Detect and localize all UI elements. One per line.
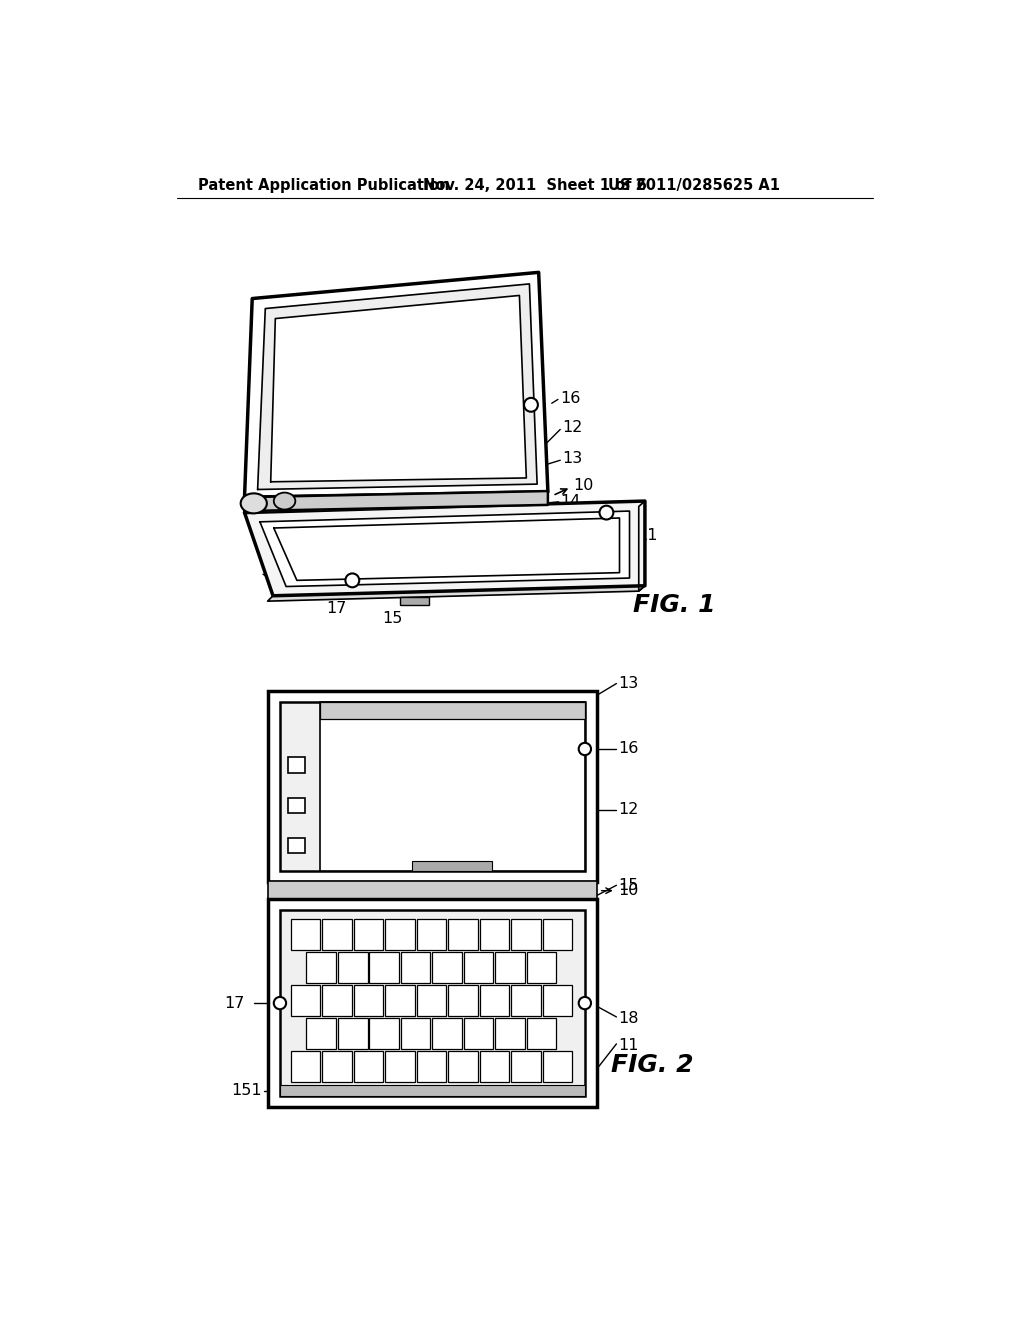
Circle shape bbox=[599, 506, 613, 520]
Bar bbox=[288, 758, 304, 774]
Bar bbox=[267, 899, 597, 1107]
Bar bbox=[432, 1018, 462, 1049]
Bar bbox=[338, 952, 368, 983]
Bar bbox=[401, 952, 430, 983]
Text: FIG. 2: FIG. 2 bbox=[611, 1052, 693, 1077]
Circle shape bbox=[579, 997, 591, 1010]
Bar bbox=[306, 1018, 336, 1049]
Bar bbox=[280, 1085, 585, 1096]
Circle shape bbox=[273, 997, 286, 1010]
Text: 12: 12 bbox=[617, 803, 638, 817]
Text: 16: 16 bbox=[560, 391, 581, 407]
Bar bbox=[291, 919, 321, 950]
Text: 11: 11 bbox=[637, 528, 657, 544]
Polygon shape bbox=[245, 502, 645, 595]
Bar bbox=[511, 1051, 541, 1082]
Bar bbox=[353, 919, 383, 950]
Bar bbox=[543, 985, 572, 1016]
Bar bbox=[479, 1051, 509, 1082]
Bar bbox=[543, 1051, 572, 1082]
Bar bbox=[449, 985, 478, 1016]
Bar bbox=[267, 692, 597, 882]
Circle shape bbox=[345, 573, 359, 587]
Text: 17: 17 bbox=[224, 995, 245, 1011]
Bar bbox=[464, 1018, 494, 1049]
Polygon shape bbox=[273, 517, 620, 581]
Bar bbox=[323, 919, 352, 950]
Bar bbox=[479, 985, 509, 1016]
Bar bbox=[323, 1051, 352, 1082]
Bar bbox=[338, 1018, 368, 1049]
Text: 12: 12 bbox=[562, 420, 582, 436]
Bar bbox=[413, 861, 492, 871]
Bar bbox=[370, 952, 399, 983]
Text: 15: 15 bbox=[382, 611, 402, 626]
Text: Patent Application Publication: Patent Application Publication bbox=[199, 178, 450, 193]
Ellipse shape bbox=[241, 494, 267, 513]
Text: 11: 11 bbox=[617, 1038, 639, 1053]
Bar bbox=[479, 919, 509, 950]
Bar bbox=[543, 919, 572, 950]
Polygon shape bbox=[245, 491, 548, 511]
Text: FIG. 1: FIG. 1 bbox=[633, 593, 715, 616]
Bar bbox=[511, 919, 541, 950]
Polygon shape bbox=[639, 502, 645, 591]
Text: Nov. 24, 2011  Sheet 1 of 6: Nov. 24, 2011 Sheet 1 of 6 bbox=[423, 178, 647, 193]
Text: 13: 13 bbox=[617, 676, 638, 692]
Bar bbox=[353, 985, 383, 1016]
Polygon shape bbox=[270, 296, 526, 482]
Bar bbox=[319, 702, 585, 871]
Bar bbox=[385, 985, 415, 1016]
Circle shape bbox=[524, 397, 538, 412]
Bar bbox=[417, 919, 446, 950]
Bar bbox=[323, 985, 352, 1016]
Bar bbox=[291, 1051, 321, 1082]
Text: 14: 14 bbox=[560, 494, 581, 508]
Bar bbox=[449, 919, 478, 950]
Bar bbox=[291, 985, 321, 1016]
Bar bbox=[417, 985, 446, 1016]
Polygon shape bbox=[258, 284, 538, 490]
Bar bbox=[385, 919, 415, 950]
Polygon shape bbox=[245, 272, 548, 498]
Bar bbox=[370, 1018, 399, 1049]
Text: 13: 13 bbox=[562, 451, 582, 466]
Bar bbox=[432, 952, 462, 983]
Bar bbox=[267, 880, 597, 899]
Text: 15: 15 bbox=[617, 878, 638, 892]
Bar bbox=[496, 1018, 525, 1049]
Circle shape bbox=[579, 743, 591, 755]
Bar bbox=[449, 1051, 478, 1082]
Text: 17: 17 bbox=[327, 601, 347, 616]
Bar bbox=[288, 797, 304, 813]
Bar bbox=[400, 597, 429, 605]
Text: 10: 10 bbox=[617, 883, 638, 898]
Polygon shape bbox=[260, 511, 630, 586]
Bar bbox=[385, 1051, 415, 1082]
Bar bbox=[401, 1018, 430, 1049]
Bar bbox=[319, 702, 585, 719]
Polygon shape bbox=[267, 586, 645, 601]
Text: 151: 151 bbox=[230, 1084, 261, 1098]
Bar bbox=[288, 838, 304, 853]
Bar bbox=[306, 952, 336, 983]
Bar bbox=[527, 1018, 556, 1049]
Bar bbox=[280, 909, 585, 1096]
Bar bbox=[464, 952, 494, 983]
Bar bbox=[280, 702, 585, 871]
Bar bbox=[353, 1051, 383, 1082]
Bar bbox=[527, 952, 556, 983]
Bar bbox=[496, 952, 525, 983]
Bar bbox=[511, 985, 541, 1016]
Text: 16: 16 bbox=[617, 742, 638, 756]
Text: 18: 18 bbox=[617, 1011, 639, 1026]
Ellipse shape bbox=[273, 492, 295, 510]
Text: 18: 18 bbox=[620, 503, 640, 519]
Bar bbox=[417, 1051, 446, 1082]
Text: US 2011/0285625 A1: US 2011/0285625 A1 bbox=[608, 178, 780, 193]
Text: 10: 10 bbox=[573, 478, 594, 494]
Text: 14: 14 bbox=[285, 582, 305, 597]
